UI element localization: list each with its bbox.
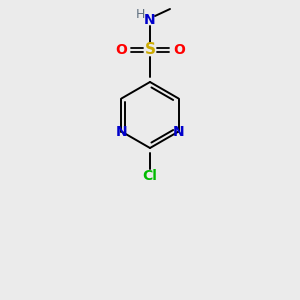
Text: O: O [173, 43, 185, 57]
Text: N: N [173, 124, 184, 139]
Text: H: H [135, 8, 145, 22]
Text: S: S [145, 43, 155, 58]
Text: N: N [144, 13, 156, 27]
Text: N: N [116, 124, 127, 139]
Text: O: O [115, 43, 127, 57]
Text: Cl: Cl [142, 169, 158, 183]
